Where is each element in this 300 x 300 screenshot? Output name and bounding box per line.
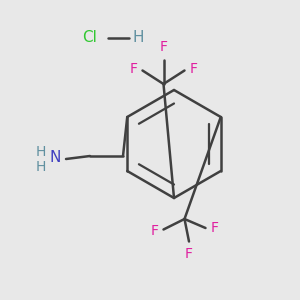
- Text: F: F: [160, 40, 167, 54]
- Text: N: N: [50, 150, 61, 165]
- Text: F: F: [151, 224, 158, 238]
- Text: F: F: [211, 221, 218, 235]
- Text: F: F: [190, 62, 197, 76]
- Text: F: F: [185, 248, 193, 262]
- Text: H: H: [132, 30, 144, 45]
- Text: H: H: [35, 160, 46, 173]
- Text: F: F: [130, 62, 137, 76]
- Text: Cl: Cl: [82, 30, 98, 45]
- Text: H: H: [35, 145, 46, 158]
